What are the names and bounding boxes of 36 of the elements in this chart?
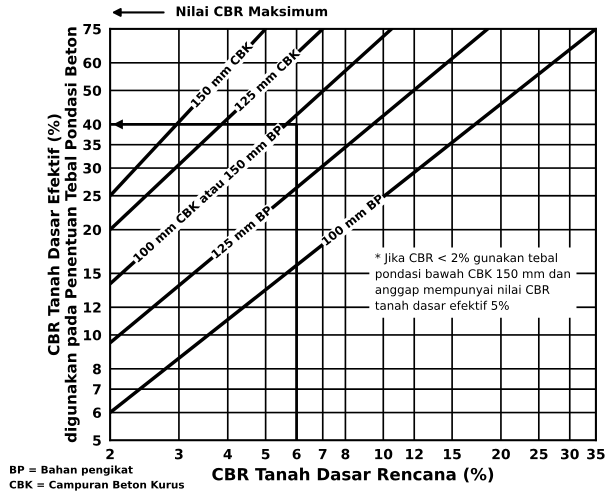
text: 100 mm BP [321,193,384,246]
y-tick-label: 60 [83,58,102,68]
y-tick-label: 8 [92,364,101,374]
y-tick-label: 5 [93,435,101,446]
x-tick-label: 25 [530,448,548,460]
y-tick-label: 20 [84,224,102,236]
x-tick-label: 4 [224,448,232,460]
y-tick-label: 35 [83,140,101,150]
x-tick-label: 15 [444,448,461,460]
annotation: * Jika CBR < 2% gunakan tebal pondasi bawah CBK 150 mm dan anggap mempunyai nilai CBR tanah dasar efektif 5% [375,253,570,310]
y-tick-label: 75 [83,24,101,34]
text: CBK = Campuran Beton Kurus [10,480,184,491]
x-tick-label: 6 [292,448,301,460]
x-tick-label: 10 [375,448,392,460]
y-axis-title: CBR Tanah Dasar Efektif (%) digunakan pada Penentuan Tebal Pondasi Beton [48,27,80,442]
y-tick-label: 12 [84,302,101,313]
y-tick-label: 6 [92,408,102,418]
x-tick-label: 8 [341,448,350,460]
x-tick-label: 35 [587,448,605,460]
y-tick-label: 30 [83,163,102,174]
y-tick-label: 25 [84,190,101,202]
y-tick-label: 7 [93,384,101,394]
y-tick-label: 15 [84,268,101,279]
x-tick-label: 3 [175,448,183,460]
y-tick-label: 10 [84,330,102,340]
x-tick-label: 2 [106,448,114,460]
x-tick-label: 7 [318,448,326,460]
x-tick-label: 30 [561,448,579,460]
x-tick-label: 20 [492,448,510,460]
text: BP = Bahan pengikat [10,466,133,476]
x-tick-label: 5 [262,448,270,460]
y-tick-label: 40 [83,119,102,130]
y-tick-label: 50 [84,85,102,96]
x-axis-title: CBR Tanah Dasar Rencana (%) [212,468,494,482]
x-tick-label: 12 [406,448,423,460]
text: Nilai CBR Maksimum [176,6,328,16]
